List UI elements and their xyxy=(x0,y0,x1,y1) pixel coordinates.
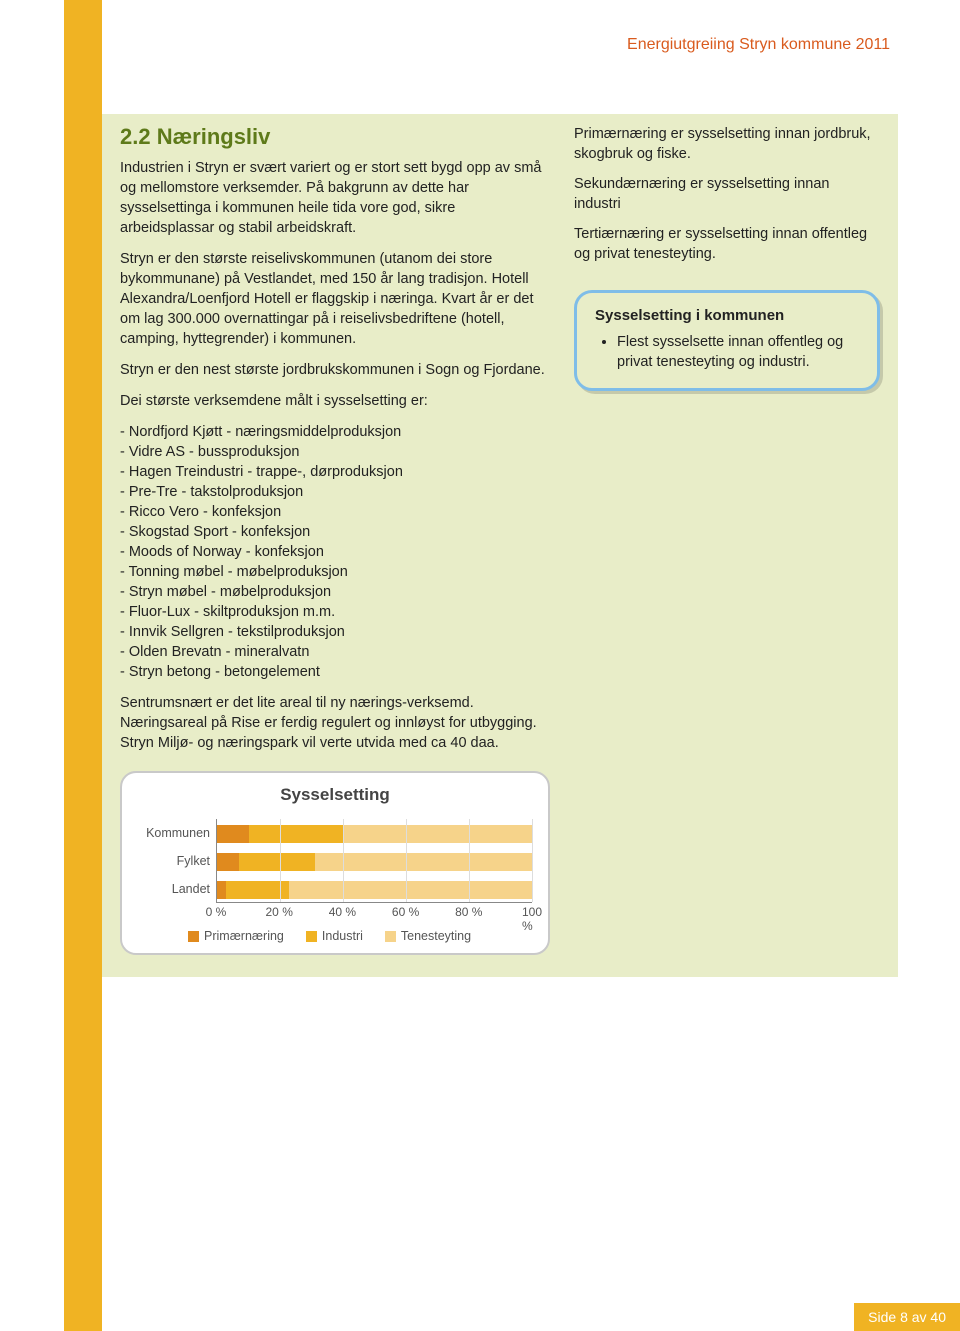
company-list: - Nordfjord Kjøtt - næringsmiddelproduks… xyxy=(120,422,550,682)
chart-gridline xyxy=(469,819,470,902)
chart-category-label: Kommunen xyxy=(138,819,210,847)
header-title: Energiutgreiing Stryn kommune 2011 xyxy=(627,36,890,54)
definition-text: Tertiærnæring er sysselsetting innan off… xyxy=(574,224,880,264)
company-list-item: - Fluor-Lux - skiltproduksjon m.m. xyxy=(120,602,550,622)
content-panel: 2.2 Næringsliv Industrien i Stryn er svæ… xyxy=(102,114,898,977)
chart-y-labels: KommunenFylketLandet xyxy=(138,819,216,903)
legend-item: Tenesteyting xyxy=(385,929,471,943)
chart-title: Sysselsetting xyxy=(138,785,532,805)
callout-list: Flest sysselsette innan offentleg og pri… xyxy=(595,332,859,372)
body-text: Sentrumsnært er det lite areal til ny næ… xyxy=(120,693,550,753)
paragraph: Industrien i Stryn er svært variert og e… xyxy=(120,158,550,238)
callout-title: Sysselsetting i kommunen xyxy=(595,307,859,324)
company-list-item: - Nordfjord Kjøtt - næringsmiddelproduks… xyxy=(120,422,550,442)
chart-category-label: Fylket xyxy=(138,847,210,875)
chart-plot-area xyxy=(216,819,532,903)
company-list-item: - Stryn møbel - møbelproduksjon xyxy=(120,582,550,602)
paragraph: Sentrumsnært er det lite areal til ny næ… xyxy=(120,693,550,753)
left-column: 2.2 Næringsliv Industrien i Stryn er svæ… xyxy=(120,124,550,955)
callout-bullet: Flest sysselsette innan offentleg og pri… xyxy=(617,332,859,372)
company-list-item: - Pre-Tre - takstolproduksjon xyxy=(120,482,550,502)
page-number: Side 8 av 40 xyxy=(868,1309,946,1325)
legend-item: Industri xyxy=(306,929,363,943)
callout-box: Sysselsetting i kommunen Flest sysselset… xyxy=(574,290,880,391)
chart-bar-row xyxy=(217,881,532,899)
legend-label: Industri xyxy=(322,929,363,943)
company-list-item: - Hagen Treindustri - trappe-, dørproduk… xyxy=(120,462,550,482)
chart-bar-segment xyxy=(343,825,532,843)
chart-x-tick: 40 % xyxy=(329,905,356,919)
chart-gridline xyxy=(532,819,533,902)
company-list-item: - Olden Brevatn - mineralvatn xyxy=(120,642,550,662)
company-list-item: - Vidre AS - bussproduksjon xyxy=(120,442,550,462)
section-title: 2.2 Næringsliv xyxy=(120,124,550,150)
legend-label: Primærnæring xyxy=(204,929,284,943)
chart-bar-segment xyxy=(315,853,532,871)
company-list-item: - Ricco Vero - konfeksjon xyxy=(120,502,550,522)
chart-bar-row xyxy=(217,825,532,843)
chart-x-axis: 0 %20 %40 %60 %80 %100 % xyxy=(216,903,532,921)
chart-x-tick: 0 % xyxy=(206,905,227,919)
chart-bar-segment xyxy=(217,853,239,871)
paragraph: Stryn er den største reiselivskommunen (… xyxy=(120,249,550,349)
chart-gridline xyxy=(406,819,407,902)
chart-legend: Primærnæring Industri Tenesteyting xyxy=(188,929,532,943)
chart-bar-segment xyxy=(239,853,315,871)
chart-x-tick: 100 % xyxy=(522,905,542,933)
legend-item: Primærnæring xyxy=(188,929,284,943)
company-list-item: - Moods of Norway - konfeksjon xyxy=(120,542,550,562)
chart-gridline xyxy=(280,819,281,902)
chart-bar-segment xyxy=(217,881,226,899)
paragraph: Dei største verksemdene målt i sysselset… xyxy=(120,391,550,411)
legend-swatch xyxy=(188,931,199,942)
chart-x-tick: 60 % xyxy=(392,905,419,919)
legend-swatch xyxy=(306,931,317,942)
company-list-item: - Skogstad Sport - konfeksjon xyxy=(120,522,550,542)
header-region: Energiutgreiing Stryn kommune 2011 xyxy=(0,0,960,120)
page-footer: Side 8 av 40 xyxy=(854,1303,960,1331)
chart-bar-segment xyxy=(249,825,344,843)
sysselsetting-chart: Sysselsetting KommunenFylketLandet 0 % 20… xyxy=(120,771,550,955)
chart-category-label: Landet xyxy=(138,875,210,903)
chart-bar-segment xyxy=(289,881,532,899)
chart-bar-row xyxy=(217,853,532,871)
company-list-item: - Tonning møbel - møbelproduksjon xyxy=(120,562,550,582)
body-text: Industrien i Stryn er svært variert og e… xyxy=(120,158,550,411)
chart-gridline xyxy=(343,819,344,902)
chart-x-tick: 80 % xyxy=(455,905,482,919)
chart-bar-segment xyxy=(217,825,249,843)
page: Energiutgreiing Stryn kommune 2011 2.2 N… xyxy=(0,0,960,1331)
paragraph: Stryn er den nest største jordbrukskommu… xyxy=(120,360,550,380)
legend-swatch xyxy=(385,931,396,942)
definition-text: Primærnæring er sysselsetting innan jord… xyxy=(574,124,880,164)
company-list-item: - Innvik Sellgren - tekstilproduksjon xyxy=(120,622,550,642)
left-margin-stripe xyxy=(64,0,102,1331)
legend-label: Tenesteyting xyxy=(401,929,471,943)
company-list-item: - Stryn betong - betongelement xyxy=(120,662,550,682)
right-column: Primærnæring er sysselsetting innan jord… xyxy=(574,124,880,955)
chart-x-tick: 20 % xyxy=(266,905,293,919)
definition-text: Sekundærnæring er sysselsetting innan in… xyxy=(574,174,880,214)
